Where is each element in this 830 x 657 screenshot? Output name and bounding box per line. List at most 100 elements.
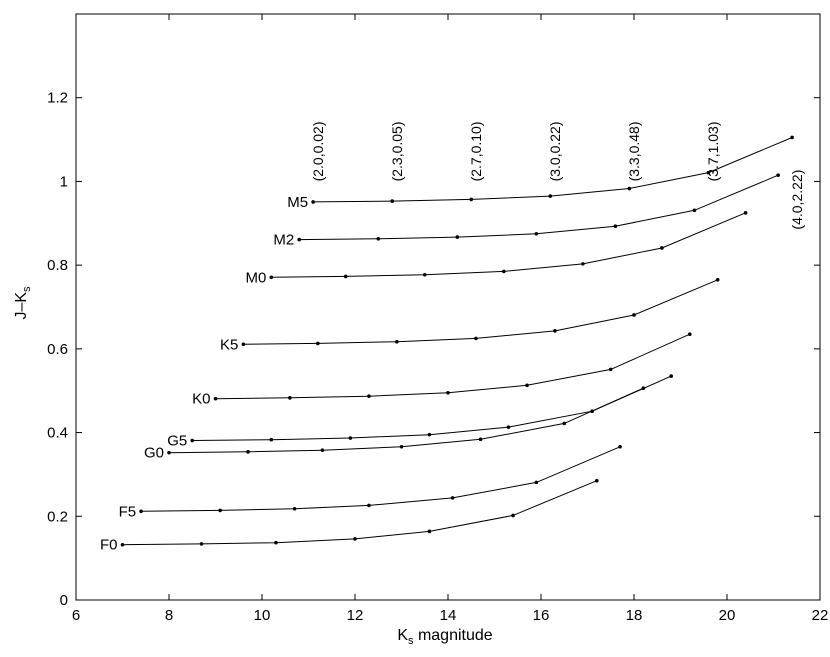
data-point [297,237,302,242]
data-point [669,374,673,378]
y-tick-label: 1.2 [47,90,68,107]
x-tick-label: 20 [719,607,736,624]
annotations: (2.0,0.02) (2.3,0.05) (2.7,0.10) (3.0,0.22)… [310,121,805,229]
data-point [269,437,274,442]
x-tick-label: 12 [347,607,364,624]
data-point [553,329,557,333]
data-point [618,445,622,449]
y-tick-label: 1 [60,173,68,190]
series-line [299,174,779,241]
data-point [776,173,780,177]
data-point [376,236,381,241]
annotation-label: (2.7,0.10) [468,121,484,181]
y-axis-title-sub: s [21,286,33,292]
y-tick-label: 0.4 [47,425,68,442]
series-label: F5 [119,503,137,520]
x-axis-title-sub: s [408,635,414,647]
x-tick-label: 16 [533,607,550,624]
data-point [213,396,218,401]
data-point [446,391,450,395]
data-point [590,409,594,414]
series-m5: M5 [287,135,794,211]
data-point [660,246,664,250]
data-point [120,542,125,547]
data-point [632,313,636,317]
data-point [627,186,632,191]
series-label: G0 [144,445,164,462]
y-tick-label: 0.6 [47,341,68,358]
plot-frame [75,13,821,601]
data-point [269,275,274,280]
series-m0: M0 [245,211,748,286]
data-point [246,450,250,454]
series-line [168,387,644,454]
data-point [706,170,711,175]
series-line [122,480,597,546]
data-point [218,508,222,513]
annotation-label: (3.0,0.22) [547,121,563,181]
series-label: F0 [100,537,118,554]
data-point [288,396,292,400]
data-point [320,448,325,452]
x-axis-title-rest: magnitude [414,627,493,644]
data-point [427,529,432,534]
series-label: M0 [245,269,266,286]
plot-area-border [75,13,821,601]
data-point [743,211,748,215]
annotation-label: (3.3,0.48) [626,121,642,181]
x-tick-label: 14 [440,607,457,624]
data-point [343,274,348,279]
data-point [478,437,483,442]
x-tick-label: 22 [812,607,829,624]
data-point [608,367,613,372]
data-point [562,421,567,426]
data-point [139,509,143,514]
annotation-label: (2.0,0.02) [310,121,326,181]
data-point [427,432,432,437]
data-point [399,445,404,449]
data-point [241,342,246,347]
y-axis-title-main: J–K [13,292,30,320]
series-label: M5 [287,194,308,211]
series-label: K5 [220,336,238,353]
x-tick-label: 18 [626,607,643,624]
data-point [474,336,478,341]
x-tick-label: 8 [165,607,173,624]
data-point [455,235,460,239]
data-point [390,199,395,203]
data-point [199,542,204,546]
y-tick-label: 0 [60,592,68,609]
data-point [613,224,618,229]
y-axis-title: J–Ks [13,286,33,320]
y-tick-label: 0.2 [47,508,68,525]
x-tick-label: 10 [254,607,271,624]
series-line [192,375,672,441]
series-label: G5 [167,433,187,450]
data-point [469,197,474,202]
series-k0: K0 [192,332,692,408]
data-point [790,135,794,140]
data-point [348,436,353,440]
series-label: M2 [273,232,294,249]
data-point [353,537,357,541]
data-point [422,272,427,277]
data-point [311,200,315,204]
data-point [506,425,511,429]
data-point [692,208,697,213]
annotation-label: (2.3,0.05) [389,121,405,181]
y-tick-label: 0.8 [47,257,68,274]
series-line [141,446,621,512]
data-point [367,394,371,398]
x-tick-label: 6 [72,607,80,624]
data-point [715,277,720,282]
series-m2: M2 [273,173,780,249]
data-point [450,496,455,500]
data-point [688,332,692,337]
data-point [502,269,506,274]
data-point [511,513,515,518]
data-point [534,480,539,485]
series-f0: F0 [100,478,599,554]
data-point [581,262,585,266]
